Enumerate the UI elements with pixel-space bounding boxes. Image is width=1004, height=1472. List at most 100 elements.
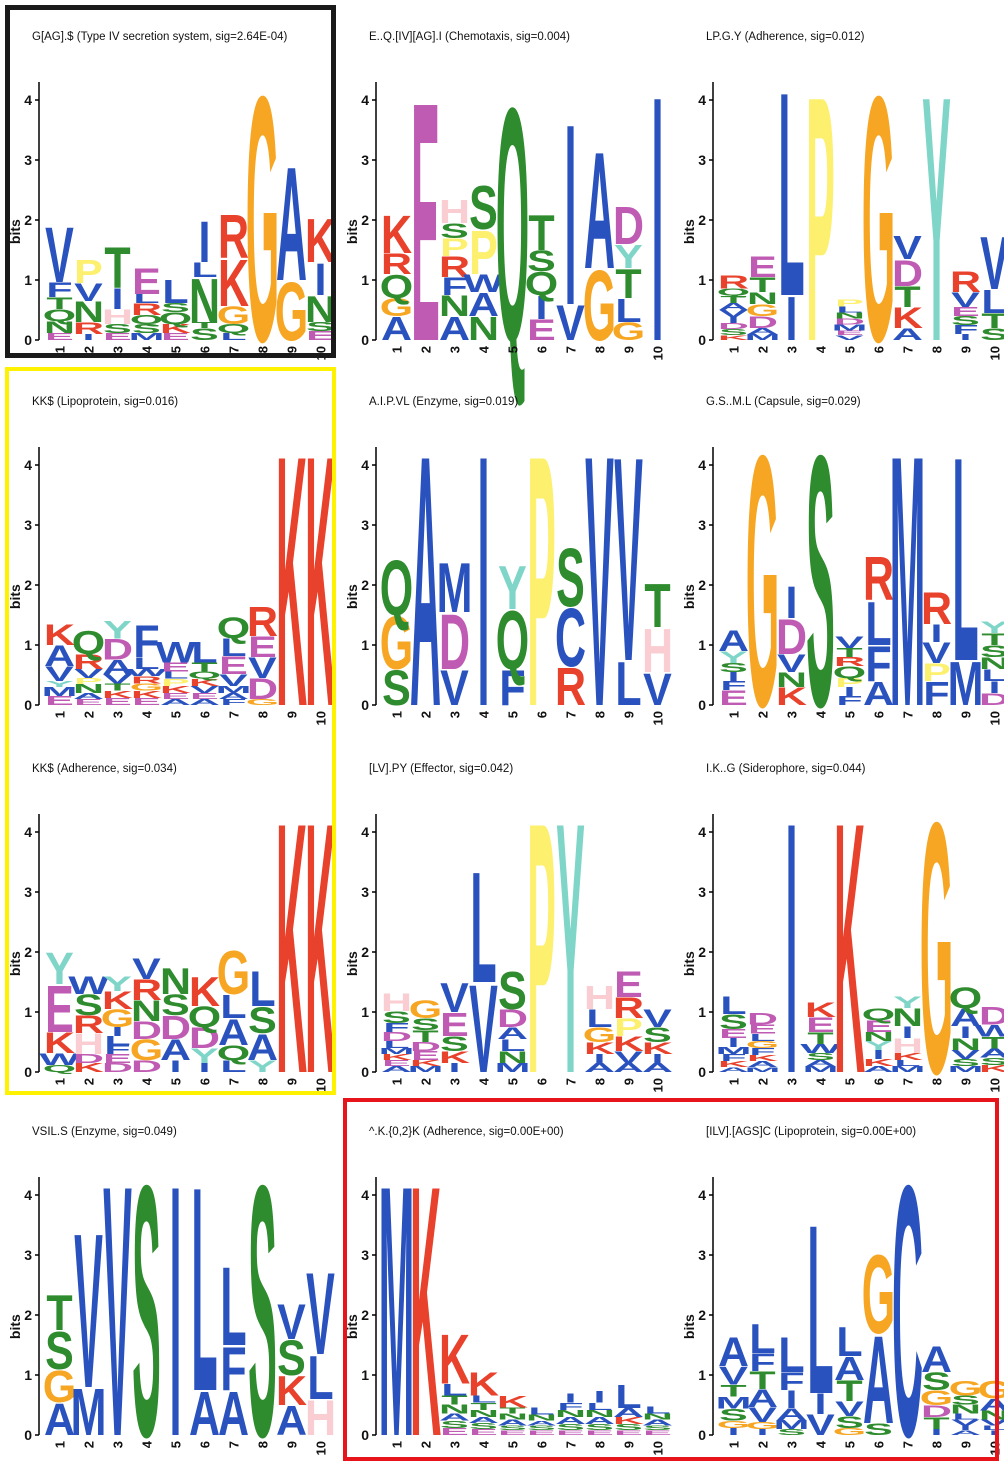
logo-letter-F: F: [499, 660, 525, 716]
logo-letter-R: R: [73, 319, 104, 337]
logo-letter-N: N: [863, 1029, 894, 1043]
x-tick-label: 9: [622, 1441, 637, 1448]
logo-letter-K: K: [218, 245, 249, 320]
logo-letter-A: A: [584, 1415, 615, 1426]
logo-letter-M: M: [716, 1394, 752, 1412]
y-tick-label: 2: [698, 944, 706, 960]
x-tick-label: 8: [256, 1441, 271, 1448]
logo-letter-S: S: [190, 325, 219, 343]
logo-letter-S: S: [922, 1368, 951, 1396]
logo-letter-S: S: [951, 1393, 980, 1407]
x-tick-label: 6: [198, 1078, 213, 1085]
y-axis-label: bits: [681, 1314, 697, 1339]
logo-letter-K: K: [102, 689, 134, 700]
logo-letter-V: V: [556, 295, 585, 351]
logo-letter-A: A: [892, 325, 923, 343]
logo-letter-L: L: [749, 1315, 775, 1361]
logo-letter-A: A: [950, 1004, 981, 1032]
logo-letter-K: K: [189, 677, 221, 688]
logo-letter-P: P: [835, 676, 864, 690]
logo-letter-Y: Y: [922, 23, 951, 415]
logo-letter-S: S: [951, 314, 980, 328]
logo-letter-F: F: [46, 278, 72, 301]
logo-letter-V: V: [835, 1397, 864, 1420]
logo-letter-N: N: [439, 1402, 470, 1416]
panel-title: ^.K.{0,2}K (Adherence, sig=0.00E+00): [369, 1126, 564, 1138]
logo-letter-H: H: [642, 616, 673, 686]
logo-letter-F: F: [778, 1368, 804, 1396]
logo-letter-Y: Y: [248, 1057, 277, 1075]
logo-letter-A: A: [497, 1024, 528, 1042]
x-tick-label: 2: [756, 1078, 771, 1085]
panel-title: I.K..G (Siderophore, sig=0.044): [706, 763, 866, 775]
logo-letter-Q: Q: [833, 663, 866, 681]
logo-letter-D: D: [747, 313, 778, 331]
x-tick-label: 5: [843, 1441, 858, 1448]
logo-letter-P: P: [806, 23, 835, 415]
logo-letter-A: A: [584, 117, 615, 303]
logo-letter-H: H: [892, 1034, 923, 1057]
logo-letter-F: F: [749, 1046, 775, 1057]
logo-letter-S: S: [556, 1423, 585, 1432]
x-tick-label: 1: [390, 711, 405, 718]
logo-letter-D: D: [979, 1003, 1004, 1031]
logo-letter-Q: Q: [949, 982, 982, 1015]
x-tick-label: 6: [535, 711, 550, 718]
panel-title: LP.G.Y (Adherence, sig=0.012): [706, 31, 865, 43]
y-tick-label: 3: [698, 152, 706, 168]
x-tick-label: 3: [785, 346, 800, 353]
logo-letter-K: K: [160, 321, 191, 335]
logo-letter-S: S: [719, 1406, 748, 1424]
logo-letter-T: T: [191, 320, 217, 329]
logo-letter-F: F: [220, 697, 246, 706]
logo-letter-S: S: [469, 173, 498, 243]
logo-letter-I: I: [960, 332, 972, 341]
logo-letter-S: S: [527, 245, 556, 278]
logo-letter-T: T: [46, 294, 72, 312]
logo-letter-K: K: [863, 1057, 895, 1068]
panel-title: [ILV].[AGS]C (Lipoprotein, sig=0.00E+00): [706, 1126, 916, 1138]
x-tick-label: 10: [651, 1441, 666, 1455]
logo-letter-N: N: [642, 1412, 673, 1421]
logo-letter-D: D: [381, 1029, 412, 1043]
logo-letter-R: R: [218, 202, 249, 272]
x-tick-label: 5: [169, 346, 184, 353]
logo-letter-A: A: [276, 134, 307, 316]
logo-letter-K: K: [642, 1039, 674, 1057]
logo-letter-F: F: [749, 1349, 775, 1377]
logo-letter-N: N: [468, 1408, 499, 1419]
logo-letter-E: E: [719, 686, 748, 709]
logo-letter-G: G: [746, 301, 779, 319]
logo-letter-A: A: [218, 1379, 249, 1449]
y-tick-label: 3: [698, 884, 706, 900]
logo-letter-M: M: [437, 549, 473, 628]
logo-letter-N: N: [439, 290, 470, 323]
logo-letter-G: G: [920, 1386, 953, 1409]
y-axis-label: bits: [681, 951, 697, 976]
x-tick-label: 8: [593, 711, 608, 718]
logo-letter-D: D: [102, 633, 133, 666]
logo-letter-L: L: [836, 1318, 862, 1364]
logo-letter-H: H: [584, 980, 615, 1017]
x-tick-label: 9: [622, 711, 637, 718]
logo-letter-P: P: [527, 382, 556, 782]
logo-letter-N: N: [776, 668, 807, 691]
x-tick-label: 9: [285, 346, 300, 353]
logo-letter-K: K: [805, 998, 837, 1021]
logo-letter-S: S: [440, 219, 469, 242]
x-tick-label: 8: [593, 346, 608, 353]
logo-letter-E: E: [382, 1058, 411, 1067]
x-tick-label: 8: [593, 1078, 608, 1085]
logo-letter-V: V: [132, 953, 161, 986]
logo-letter-A: A: [468, 1415, 499, 1424]
logo-letter-M: M: [379, 1046, 415, 1055]
x-tick-label: 7: [564, 1078, 579, 1085]
x-tick-label: 7: [564, 711, 579, 718]
logo-letter-K: K: [776, 683, 808, 711]
logo-letter-L: L: [499, 1036, 525, 1054]
logo-letter-I: I: [786, 578, 798, 629]
logo-letter-H: H: [381, 989, 412, 1017]
logo-letter-A: A: [747, 326, 778, 335]
logo-panel: A.I.P.VL (Enzyme, sig=0.019)01234bitsSGQ…: [344, 382, 673, 782]
logo-letter-S: S: [248, 999, 277, 1042]
